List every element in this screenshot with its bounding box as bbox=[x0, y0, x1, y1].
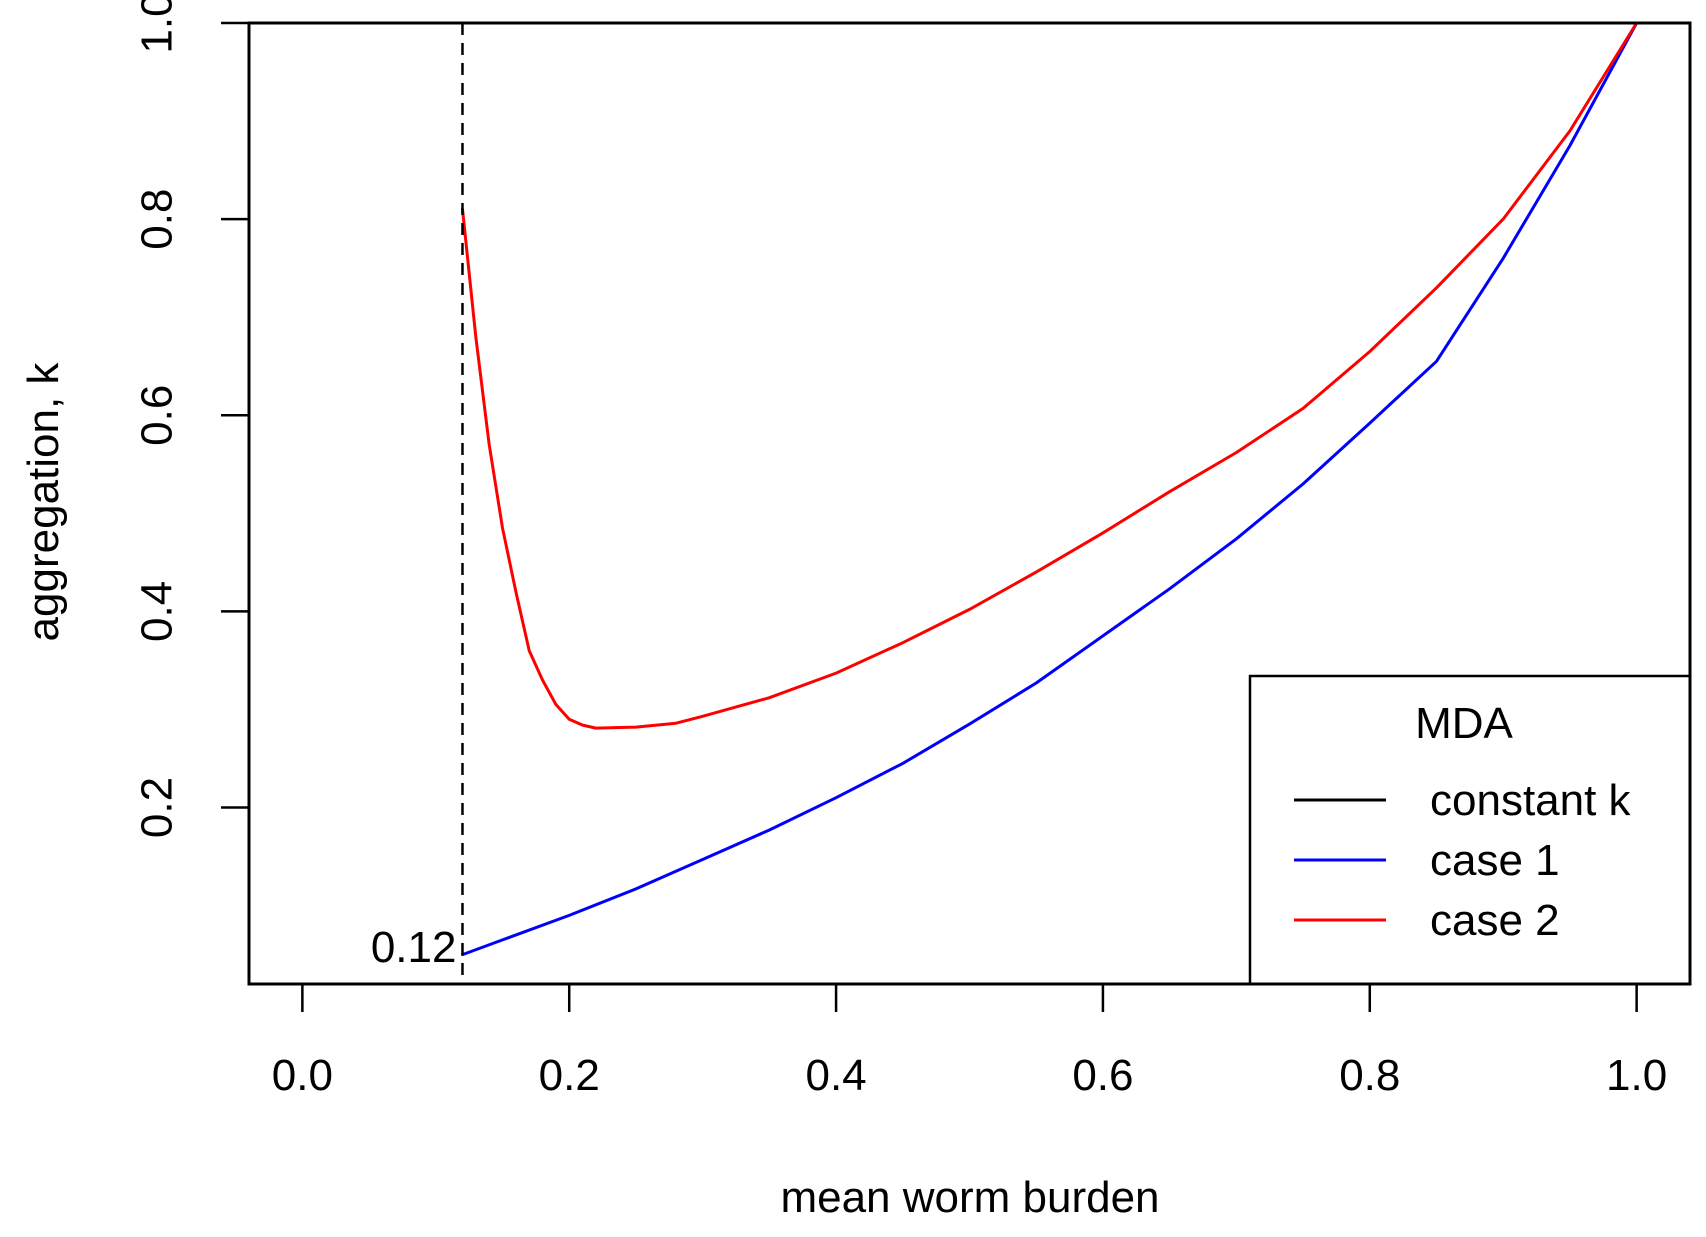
x-tick-label: 0.4 bbox=[805, 1051, 866, 1100]
legend-box bbox=[1248, 674, 1692, 986]
y-tick-label: 0.4 bbox=[133, 581, 182, 642]
legend-title: MDA bbox=[1415, 699, 1513, 748]
legend: MDA constant k case 1 case 2 bbox=[1248, 674, 1692, 986]
x-tick-label: 1.0 bbox=[1606, 1051, 1667, 1100]
y-tick-label: 0.6 bbox=[133, 385, 182, 446]
plot-frame bbox=[247, 21, 1692, 986]
reference-line-label: 0.12 bbox=[371, 923, 457, 972]
reference-line-group: 0.12 bbox=[371, 23, 464, 984]
x-tick-label: 0.0 bbox=[272, 1051, 333, 1100]
x-tick-label: 0.6 bbox=[1072, 1051, 1133, 1100]
x-tick-label: 0.2 bbox=[539, 1051, 600, 1100]
series-line-3 bbox=[461, 21, 1639, 730]
y-axis-label: aggregation, k bbox=[19, 362, 68, 642]
x-tick-label: 0.8 bbox=[1339, 1051, 1400, 1100]
x-axis: 0.0 0.2 0.4 0.6 0.8 1.0 bbox=[272, 982, 1667, 1100]
legend-label: constant k bbox=[1430, 776, 1632, 825]
y-tick-label: 0.2 bbox=[133, 777, 182, 838]
y-tick-label: 0.8 bbox=[133, 189, 182, 250]
legend-label: case 2 bbox=[1430, 896, 1560, 945]
legend-label: case 1 bbox=[1430, 836, 1560, 885]
series-line-2 bbox=[461, 21, 1639, 957]
y-tick-label: 1.0 bbox=[133, 0, 182, 54]
y-axis: 0.2 0.4 0.6 0.8 1.0 bbox=[133, 0, 251, 838]
x-axis-label: mean worm burden bbox=[780, 1173, 1159, 1222]
